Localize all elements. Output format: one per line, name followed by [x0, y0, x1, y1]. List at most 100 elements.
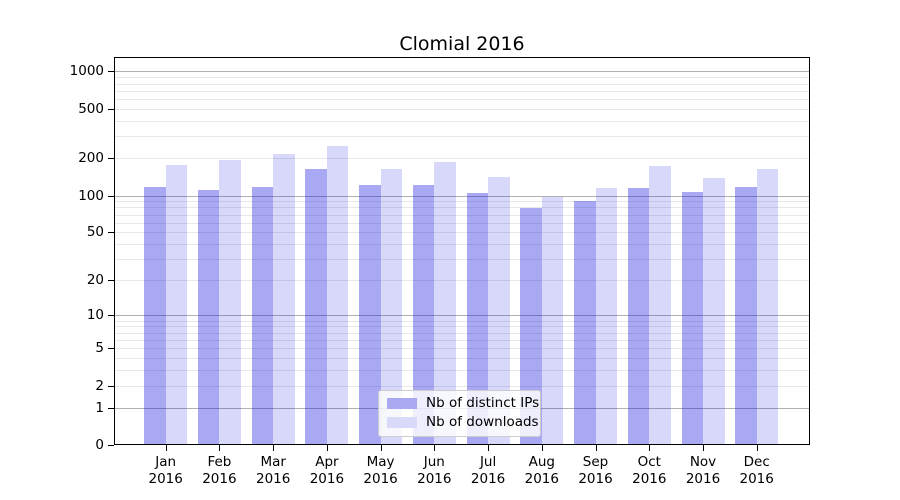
minor-gridline-3 — [115, 370, 809, 371]
x-tick-mark-apr — [326, 445, 328, 451]
y-tick-mark-200 — [108, 158, 114, 160]
x-tick-mark-jun — [434, 445, 436, 451]
x-tick-label-feb: Feb 2016 — [202, 454, 237, 487]
x-tick-label-sep: Sep 2016 — [578, 454, 613, 487]
x-tick-mark-sep — [595, 445, 597, 451]
minor-gridline-9 — [115, 320, 809, 322]
legend-entry-distinct-ips: Nb of distinct IPs — [387, 396, 539, 411]
x-tick-label-apr: Apr 2016 — [309, 454, 345, 487]
x-tick-mark-nov — [703, 445, 704, 451]
y-tick-mark-500 — [108, 108, 114, 110]
bar-downloads-aug — [541, 196, 564, 444]
bar-downloads-sep — [595, 188, 617, 444]
bar-downloads-jul — [488, 177, 510, 444]
bar-downloads-feb — [219, 160, 241, 444]
y-tick-mark-5 — [108, 348, 114, 350]
y-tick-label-500: 500 — [78, 100, 104, 117]
bar-downloads-jan — [165, 164, 188, 444]
y-axis: 0 1 2 5 10 20 50 100 200 500 1000 — [0, 0, 104, 500]
y-tick-mark-0 — [108, 445, 114, 446]
y-tick-label-0: 0 — [95, 437, 104, 453]
minor-gridline-900 — [115, 77, 809, 79]
y-tick-label-100: 100 — [78, 187, 104, 204]
minor-gridline-600 — [115, 99, 809, 100]
chart-title: Clomial 2016 — [399, 33, 525, 55]
bar-distinct-ips-jan — [144, 187, 166, 444]
y-tick-label-2: 2 — [95, 377, 104, 394]
bar-distinct-ips-aug — [520, 208, 542, 444]
legend-swatch-downloads — [387, 417, 417, 428]
y-tick-mark-20 — [108, 280, 114, 282]
x-tick-mark-aug — [541, 445, 543, 451]
bar-distinct-ips-jun — [412, 184, 435, 444]
bar-distinct-ips-apr — [305, 168, 327, 444]
x-tick-label-aug: Aug 2016 — [524, 454, 559, 487]
y-tick-mark-2 — [108, 385, 114, 387]
bar-distinct-ips-oct — [627, 187, 650, 444]
minor-gridline-40 — [115, 244, 809, 246]
y-tick-mark-1 — [108, 407, 114, 409]
minor-gridline-4 — [115, 358, 809, 359]
bar-distinct-ips-dec — [735, 186, 757, 444]
minor-gridline-30 — [115, 259, 809, 261]
legend-swatch-distinct-ips — [387, 398, 417, 409]
y-tick-mark-10 — [108, 315, 114, 317]
x-tick-mark-mar — [273, 445, 275, 451]
minor-gridline-700 — [115, 90, 809, 92]
bar-distinct-ips-jul — [466, 192, 489, 444]
x-tick-mark-dec — [756, 445, 758, 451]
major-gridline-10 — [115, 315, 809, 317]
bar-distinct-ips-nov — [681, 192, 703, 444]
y-tick-label-1000: 1000 — [69, 63, 104, 80]
bar-downloads-may — [380, 168, 403, 444]
minor-gridline-8 — [115, 326, 809, 328]
minor-gridline-200 — [115, 158, 809, 160]
minor-gridline-20 — [115, 280, 809, 282]
bar-downloads-apr — [326, 146, 349, 444]
bar-downloads-dec — [756, 168, 779, 444]
bar-distinct-ips-may — [359, 185, 381, 444]
minor-gridline-2 — [115, 385, 809, 387]
minor-gridline-90 — [115, 201, 809, 203]
x-tick-label-jan: Jan 2016 — [148, 454, 183, 487]
x-tick-label-dec: Dec 2016 — [739, 454, 774, 487]
minor-gridline-70 — [115, 214, 809, 216]
bar-downloads-mar — [273, 154, 295, 444]
minor-gridline-60 — [115, 222, 809, 224]
minor-gridline-400 — [115, 120, 809, 122]
major-gridline-1000 — [115, 71, 809, 73]
x-tick-label-jul: Jul 2016 — [470, 454, 506, 487]
bar-distinct-ips-mar — [251, 187, 274, 444]
x-tick-mark-jul — [488, 445, 490, 451]
y-tick-label-1: 1 — [95, 399, 104, 416]
minor-gridline-300 — [115, 136, 809, 138]
bar-distinct-ips-sep — [574, 200, 596, 444]
major-gridline-100 — [115, 195, 809, 197]
x-tick-mark-feb — [219, 445, 221, 451]
y-tick-mark-100 — [108, 195, 114, 197]
plot-area: Nb of distinct IPs Nb of downloads — [114, 57, 810, 445]
bar-downloads-jun — [434, 161, 456, 444]
bar-downloads-nov — [703, 178, 725, 444]
x-tick-mark-oct — [649, 445, 651, 451]
minor-gridline-50 — [115, 232, 809, 234]
minor-gridline-80 — [115, 207, 809, 209]
x-tick-label-mar: Mar 2016 — [256, 454, 291, 487]
y-tick-label-20: 20 — [86, 272, 104, 289]
legend-entry-downloads: Nb of downloads — [387, 415, 539, 430]
x-tick-label-oct: Oct 2016 — [632, 454, 667, 487]
minor-gridline-500 — [115, 108, 809, 110]
minor-gridline-7 — [115, 332, 809, 334]
minor-gridline-5 — [115, 348, 809, 350]
x-tick-mark-jan — [165, 445, 167, 451]
x-tick-mark-may — [380, 445, 382, 451]
legend-label-downloads: Nb of downloads — [426, 414, 539, 430]
y-tick-label-50: 50 — [86, 224, 104, 241]
y-tick-label-5: 5 — [95, 340, 104, 357]
x-tick-label-may: May 2016 — [363, 454, 398, 487]
bar-downloads-oct — [649, 166, 671, 444]
y-tick-label-10: 10 — [86, 307, 104, 324]
x-tick-label-jun: Jun 2016 — [417, 454, 452, 487]
legend-label-distinct-ips: Nb of distinct IPs — [426, 395, 540, 411]
